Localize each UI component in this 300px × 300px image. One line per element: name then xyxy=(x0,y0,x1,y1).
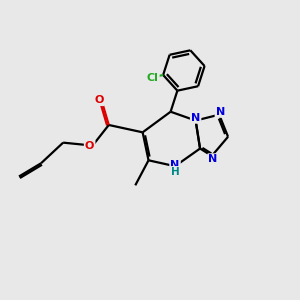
Text: N: N xyxy=(191,112,200,123)
Text: H: H xyxy=(171,167,179,177)
Text: O: O xyxy=(94,95,104,105)
Text: N: N xyxy=(208,154,217,164)
Text: N: N xyxy=(170,160,180,170)
Text: O: O xyxy=(85,141,94,151)
Text: N: N xyxy=(216,107,225,117)
Text: Cl: Cl xyxy=(147,73,158,83)
